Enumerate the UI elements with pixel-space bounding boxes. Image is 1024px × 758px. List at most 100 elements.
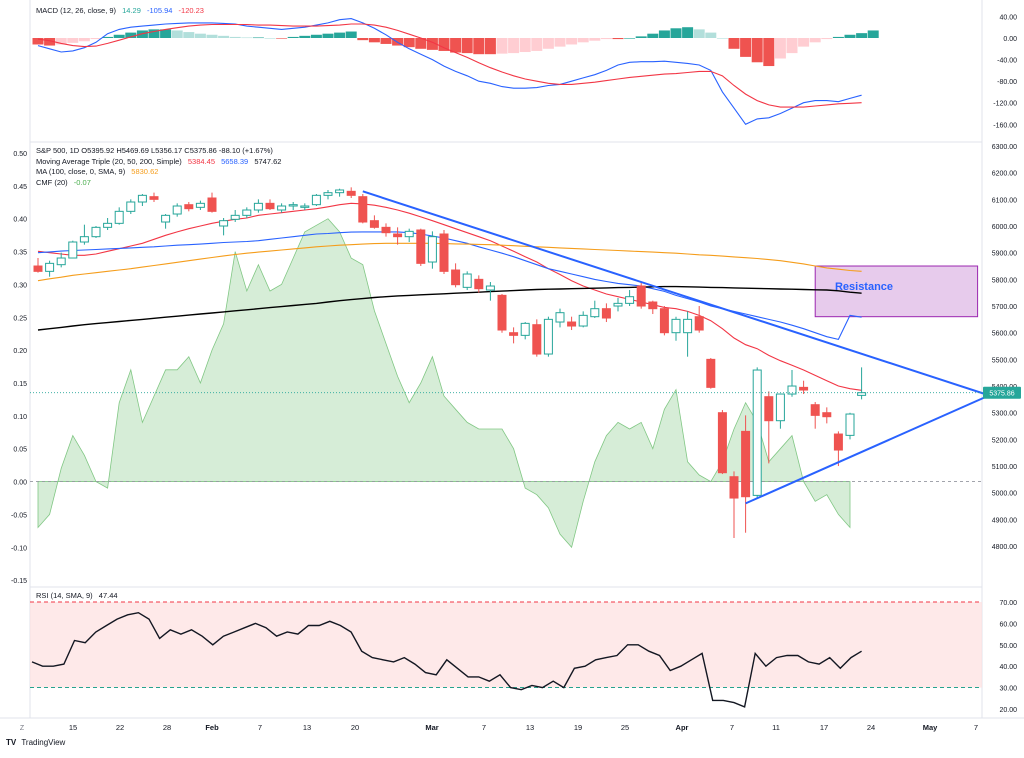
candle-body	[845, 413, 855, 436]
candle-body	[509, 332, 519, 336]
candle-body	[358, 196, 368, 223]
macd-histogram-bar	[763, 38, 775, 67]
time-axis-tick: Apr	[676, 723, 689, 732]
macd-histogram-bar	[160, 29, 172, 38]
macd-histogram-bar	[264, 38, 276, 39]
candle-body	[520, 322, 530, 336]
candle	[381, 223, 391, 237]
macd-value-histogram: 14.29	[122, 6, 141, 15]
macd-histogram-bar	[310, 34, 322, 38]
candle-body	[126, 201, 136, 212]
macd-histogram-bar	[241, 37, 253, 39]
candle-body	[172, 205, 182, 215]
candle-body	[207, 197, 217, 212]
time-axis-tick: Mar	[425, 723, 438, 732]
price-axis-tick: 4900.00	[992, 517, 1017, 524]
candle-body	[451, 269, 461, 286]
candle-body	[149, 196, 159, 200]
candle	[68, 240, 78, 259]
candle	[451, 263, 461, 288]
cmf-area	[30, 218, 982, 549]
candle-body	[288, 204, 298, 207]
candle-body	[184, 204, 194, 210]
candle-body	[381, 226, 391, 234]
candle-body	[833, 433, 843, 451]
macd-histogram-bar	[55, 38, 67, 45]
candle-body	[79, 236, 89, 243]
macd-histogram-bar	[334, 32, 346, 38]
candle	[137, 194, 147, 207]
macd-histogram-bar	[496, 38, 508, 54]
macd-axis-tick: -80.00	[997, 79, 1017, 86]
candle-body	[810, 404, 820, 416]
tradingview-brand[interactable]: TV TradingView	[6, 738, 65, 747]
candle-body	[242, 209, 252, 216]
macd-histogram-bar	[218, 35, 230, 38]
candle	[741, 415, 751, 533]
candle	[335, 188, 345, 197]
macd-histogram-bar	[751, 38, 763, 63]
candle	[694, 306, 704, 333]
candle-body	[91, 226, 101, 238]
macd-histogram-bar	[67, 38, 79, 43]
macd-histogram-bar	[658, 30, 670, 38]
candle	[161, 214, 171, 229]
rsi-axis-tick: 40.00	[999, 664, 1017, 671]
price-axis-tick: 6200.00	[992, 171, 1017, 178]
macd-pane	[32, 18, 879, 125]
time-axis-tick: 28	[163, 723, 171, 732]
rsi-value: 47.44	[98, 591, 118, 600]
time-axis-tick: 22	[116, 723, 124, 732]
candle	[485, 282, 495, 301]
price-pane	[30, 187, 990, 539]
candle	[683, 311, 693, 357]
candle-body	[300, 205, 310, 208]
candle	[462, 271, 472, 291]
cmf-axis-tick: 0.30	[13, 282, 27, 289]
macd-histogram-bar	[786, 38, 798, 54]
candle	[787, 370, 797, 397]
rsi-axis-tick: 70.00	[999, 600, 1017, 607]
macd-histogram-bar	[484, 38, 496, 55]
candle	[126, 199, 136, 215]
macd-histogram-bar	[183, 32, 195, 38]
candle	[323, 190, 333, 200]
candle-body	[636, 285, 646, 307]
candle-body	[346, 190, 356, 196]
candle	[659, 306, 669, 336]
macd-histogram-bar	[867, 30, 879, 38]
candle	[764, 391, 774, 464]
candle	[288, 202, 298, 211]
candle	[474, 275, 484, 293]
ma200-line	[37, 285, 862, 331]
macd-histogram-bar	[380, 38, 392, 44]
macd-histogram-bar	[276, 38, 288, 39]
candle	[717, 410, 727, 475]
candle	[207, 192, 217, 213]
candle	[636, 282, 646, 309]
price-legend: S&P 500, 1D O5395.92 H5469.69 L5356.17 C…	[36, 146, 281, 188]
tradingview-brand-name: TradingView	[21, 738, 66, 747]
macd-histogram-bar	[252, 37, 264, 39]
candle-body	[659, 308, 669, 334]
cmf-value: -0.07	[73, 177, 91, 187]
cmf-axis-tick: 0.40	[13, 217, 27, 224]
macd-histogram-bar	[809, 38, 821, 43]
last-price-badge: 5375.86	[983, 386, 1021, 399]
candle-body	[787, 385, 797, 395]
candle	[91, 226, 101, 239]
candle-body	[648, 301, 658, 310]
cmf-axis-tick: 0.20	[13, 348, 27, 355]
candle-body	[230, 214, 240, 220]
time-axis-tick: 7	[258, 723, 262, 732]
time-axis-tick: 17	[820, 723, 828, 732]
candle-body	[474, 278, 484, 290]
macd-histogram-bar	[542, 38, 554, 49]
candle	[33, 258, 43, 273]
ma-triple-legend: Moving Average Triple (20, 50, 200, Simp…	[36, 157, 281, 168]
candle-body	[578, 314, 588, 327]
price-axis-tick: 5800.00	[992, 277, 1017, 284]
cmf-axis-tick: 0.25	[13, 315, 27, 322]
candle	[613, 298, 623, 312]
macd-histogram-bar	[566, 38, 578, 45]
